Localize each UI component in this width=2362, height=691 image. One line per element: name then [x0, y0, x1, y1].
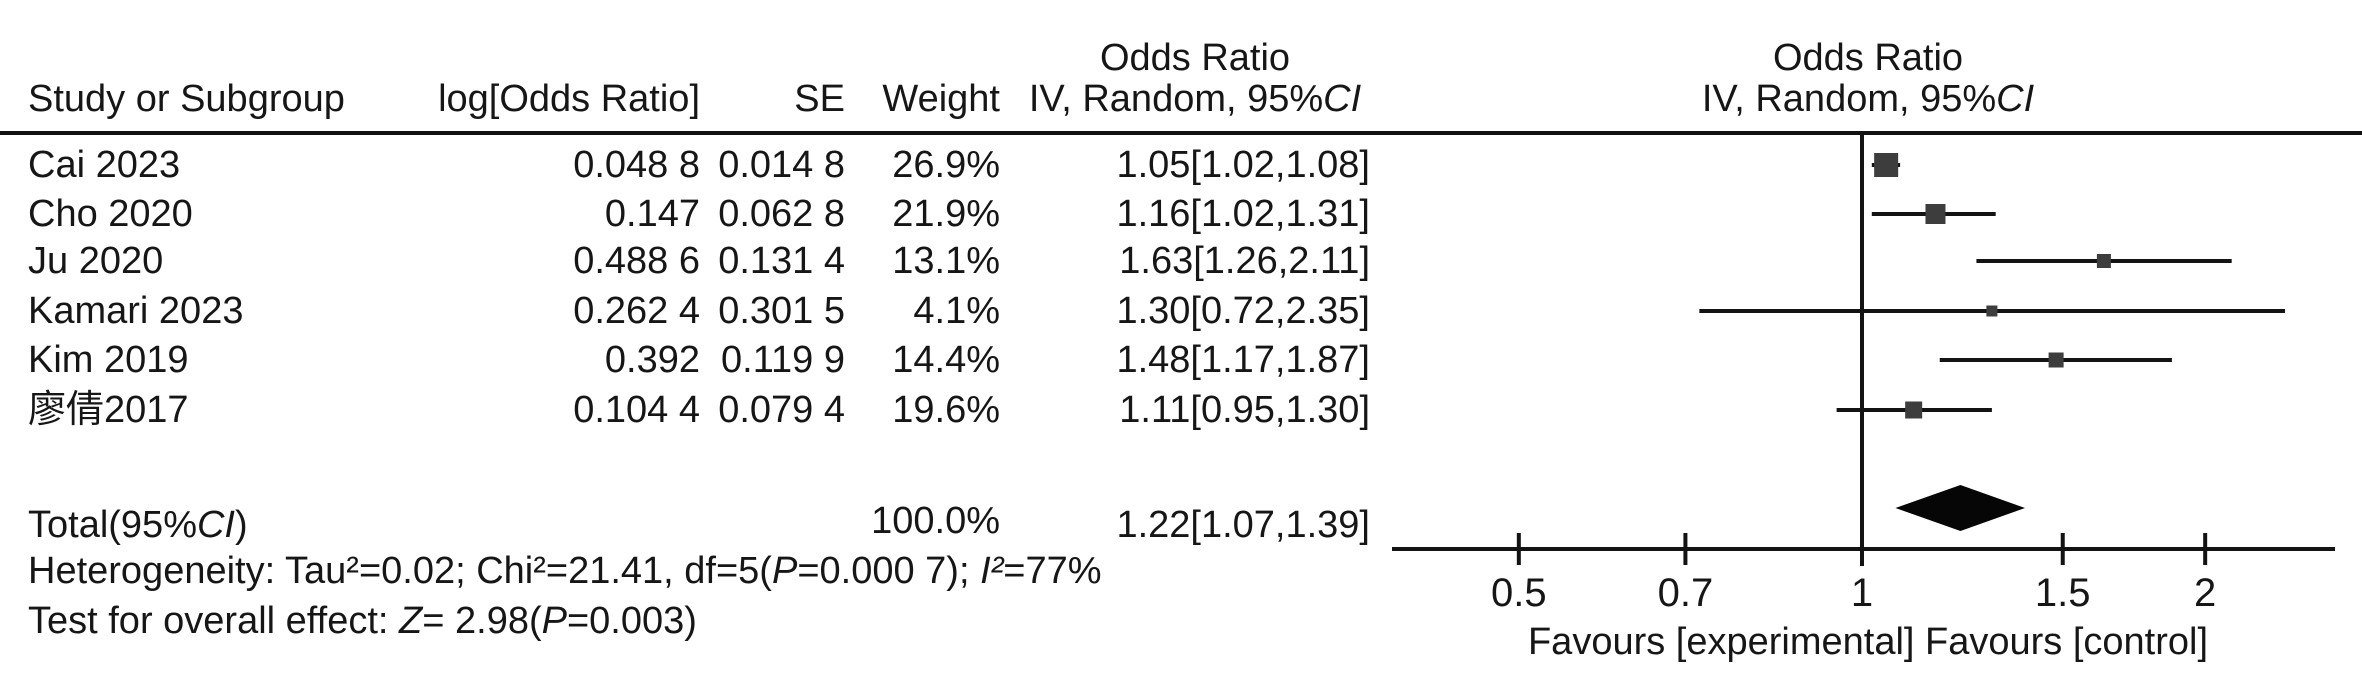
se-cell: 0.131 4	[718, 240, 845, 282]
study-name-cell: Kim 2019	[28, 339, 189, 381]
or-ci-cell: 1.63[1.26,2.11]	[1119, 240, 1370, 282]
total-label-ci: CI	[196, 504, 235, 546]
total-row-label: Total(95%CI)	[28, 502, 528, 548]
effect-method-header-ci: CI	[1323, 78, 1362, 120]
tick-mark	[1516, 533, 1521, 565]
axis-tick-label: 2	[2194, 571, 2217, 615]
weight-column-header: Weight	[882, 78, 1000, 120]
effect-method-header: IV, Random, 95%CI	[1020, 76, 1370, 122]
weight-cell: 4.1%	[913, 290, 1000, 332]
plot-method-header: IV, Random, 95%CI	[1562, 76, 2174, 122]
plot-method-header-ci: CI	[1996, 78, 2035, 120]
weight-cell: 13.1%	[892, 240, 1000, 282]
or-ci-cell: 1.05[1.02,1.08]	[1116, 144, 1370, 186]
total-or-ci-cell: 1.22[1.07,1.39]	[1116, 504, 1370, 546]
table-effect-header-line1: Odds Ratio	[1099, 37, 1291, 79]
or-ci-cell: 1.11[0.95,1.30]	[1119, 389, 1370, 431]
no-effect-line	[1860, 132, 1864, 566]
total-label-close: )	[234, 504, 248, 546]
overall-effect-z: Z	[399, 600, 423, 642]
se-cell: 0.119 9	[721, 339, 845, 381]
log-or-cell: 0.104 4	[573, 389, 700, 431]
summary-diamond	[1895, 485, 2026, 531]
weight-cell: 21.9%	[892, 193, 1000, 235]
or-ci-cell: 1.48[1.17,1.87]	[1116, 339, 1370, 381]
study-name-cell: Cai 2023	[28, 144, 181, 186]
header-divider-rule	[0, 131, 2362, 135]
effect-square	[1874, 153, 1899, 177]
axis-tick-label: 1	[1850, 571, 1874, 615]
effect-square	[1986, 305, 1998, 317]
favours-axis-label: Favours [experimental] Favours [control]	[1527, 621, 2209, 663]
se-column-header: SE	[794, 78, 845, 120]
total-weight-cell: 100.0%	[871, 500, 1000, 542]
overall-effect-suffix: =0.003)	[566, 600, 697, 642]
se-cell: 0.301 5	[718, 290, 845, 332]
plot-effect-header-line1: Odds Ratio	[1772, 37, 1964, 79]
heterogeneity-text: Heterogeneity: Tau²=0.02; Chi²=21.41, df…	[28, 548, 1102, 594]
effect-method-header-text: IV, Random, 95%	[1028, 78, 1324, 120]
tick-mark	[2203, 533, 2208, 565]
se-cell: 0.079 4	[718, 389, 845, 431]
heterogeneity-mid: =0.000 7);	[797, 550, 981, 592]
log-odds-ratio-column-header: log[Odds Ratio]	[438, 78, 700, 120]
log-or-cell: 0.147	[604, 193, 700, 235]
overall-effect-text: Test for overall effect: Z= 2.98(P=0.003…	[28, 598, 697, 644]
log-or-cell: 0.048 8	[573, 144, 700, 186]
overall-effect-p: P	[541, 600, 567, 642]
log-or-cell: 0.488 6	[573, 240, 700, 282]
or-ci-cell: 1.16[1.02,1.31]	[1116, 193, 1370, 235]
heterogeneity-prefix: Heterogeneity: Tau²=0.02; Chi²=21.41, df…	[28, 550, 772, 592]
or-ci-cell: 1.30[0.72,2.35]	[1116, 290, 1370, 332]
se-cell: 0.014 8	[718, 144, 845, 186]
heterogeneity-i2: I²	[980, 550, 1004, 592]
study-name-cell: 廖倩2017	[28, 389, 189, 431]
plot-method-header-text: IV, Random, 95%	[1701, 78, 1997, 120]
weight-cell: 14.4%	[892, 339, 1000, 381]
tick-mark	[1683, 533, 1688, 565]
effect-square	[1925, 204, 1946, 224]
study-column-header: Study or Subgroup	[28, 78, 345, 120]
heterogeneity-suffix: =77%	[1003, 550, 1102, 592]
study-name-cell: Ju 2020	[28, 240, 164, 282]
log-or-cell: 0.262 4	[573, 290, 700, 332]
tick-mark	[1860, 533, 1864, 565]
study-name-cell: Cho 2020	[28, 193, 193, 235]
effect-square	[2096, 254, 2111, 268]
axis-tick-label: 0.7	[1657, 571, 1714, 615]
se-cell: 0.062 8	[718, 193, 845, 235]
overall-effect-mid: = 2.98(	[422, 600, 542, 642]
weight-cell: 19.6%	[892, 389, 1000, 431]
axis-tick-label: 1.5	[2034, 571, 2091, 615]
effect-square	[2048, 352, 2064, 368]
total-label-text: Total(95%	[28, 504, 197, 546]
weight-cell: 26.9%	[892, 144, 1000, 186]
overall-effect-prefix: Test for overall effect:	[28, 600, 400, 642]
effect-square	[1905, 401, 1923, 419]
heterogeneity-p: P	[771, 550, 798, 592]
study-name-cell: Kamari 2023	[28, 290, 244, 332]
axis-tick-label: 0.5	[1491, 571, 1547, 615]
tick-mark	[2060, 533, 2065, 565]
log-or-cell: 0.392	[604, 339, 700, 381]
